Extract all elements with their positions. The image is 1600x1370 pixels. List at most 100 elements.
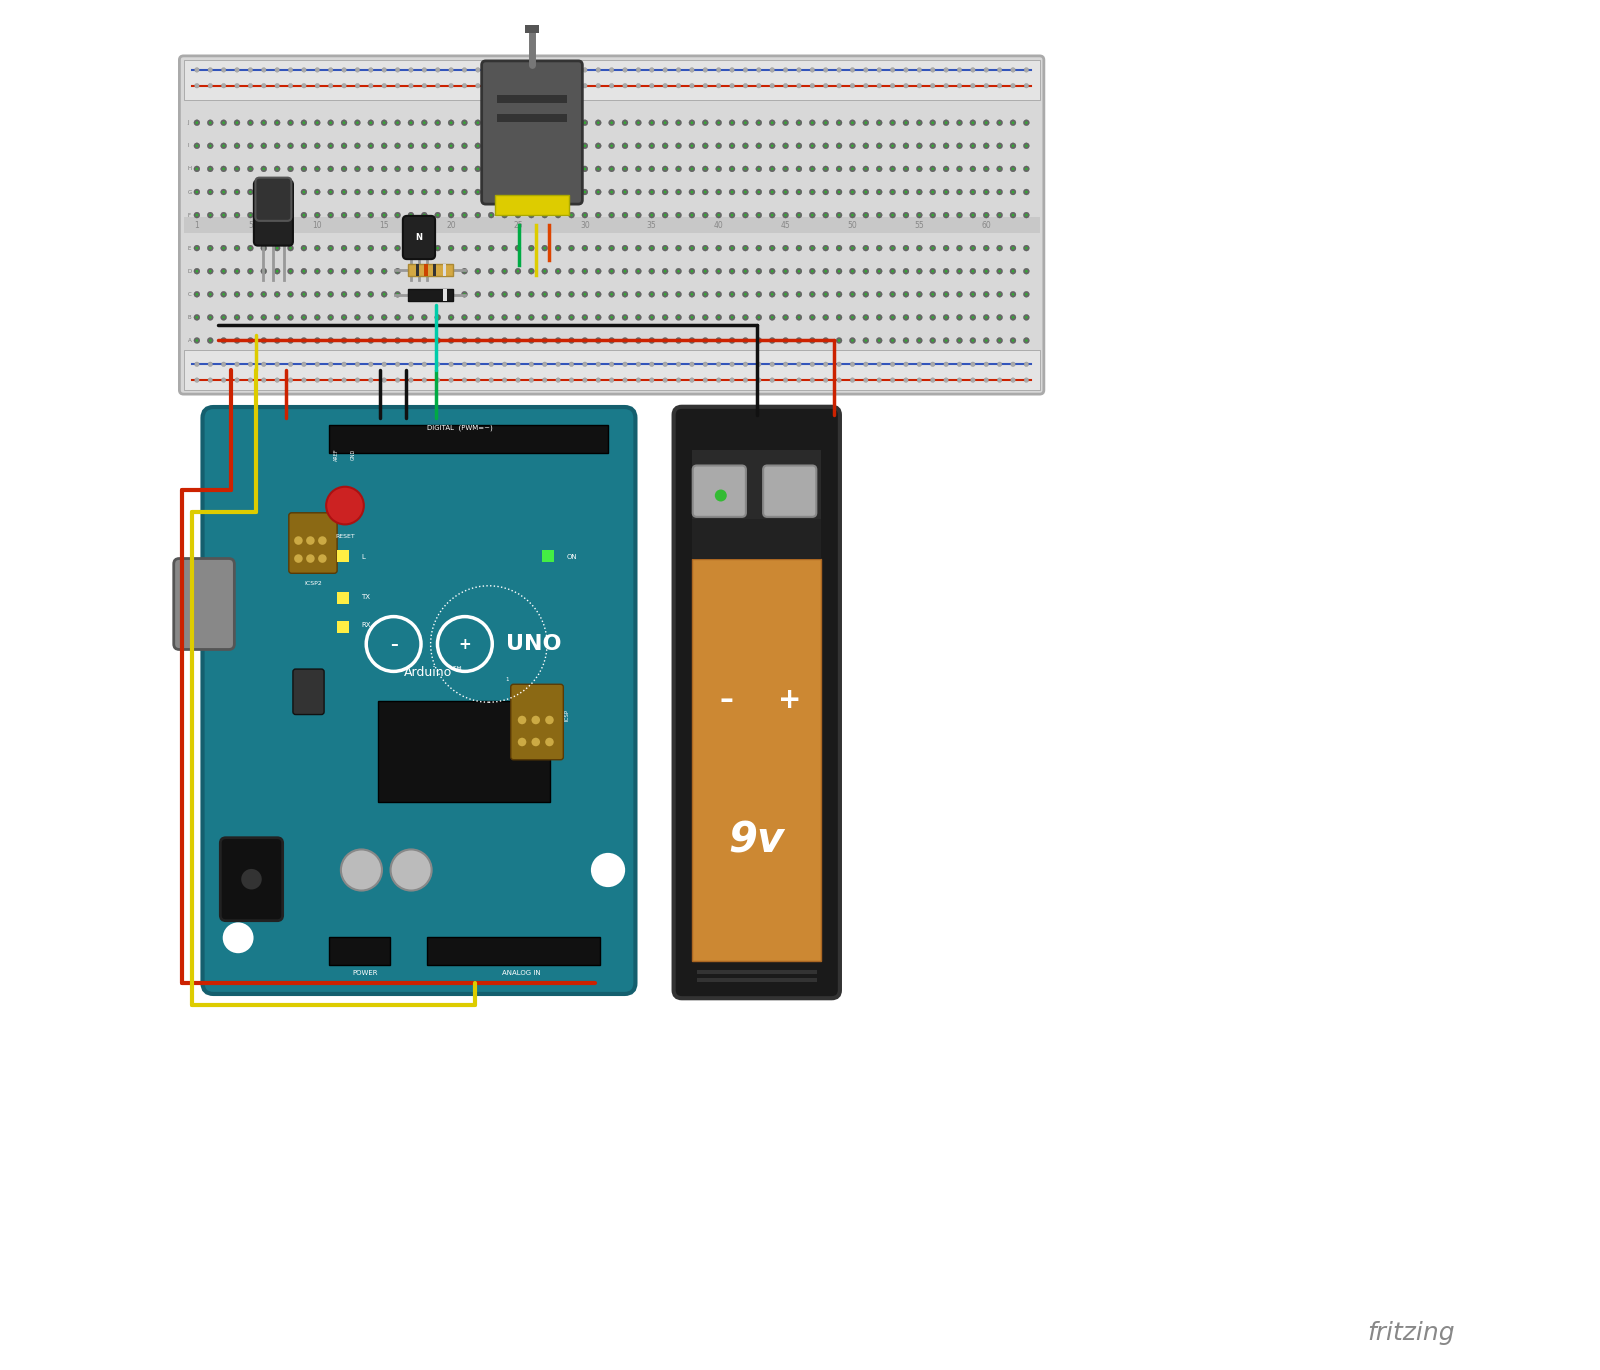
- Circle shape: [450, 214, 453, 216]
- Circle shape: [717, 214, 720, 216]
- Circle shape: [691, 293, 693, 296]
- Circle shape: [811, 293, 814, 296]
- Circle shape: [717, 316, 720, 319]
- Circle shape: [448, 362, 453, 367]
- Circle shape: [608, 142, 614, 149]
- Circle shape: [421, 166, 427, 171]
- Circle shape: [837, 67, 842, 73]
- Circle shape: [290, 144, 291, 147]
- Circle shape: [597, 214, 600, 216]
- Circle shape: [837, 337, 842, 344]
- Circle shape: [690, 378, 694, 382]
- Circle shape: [862, 142, 869, 149]
- Circle shape: [248, 189, 253, 195]
- Circle shape: [290, 214, 291, 216]
- Circle shape: [918, 144, 920, 147]
- Circle shape: [275, 144, 278, 147]
- Circle shape: [382, 214, 386, 216]
- Circle shape: [1011, 84, 1016, 88]
- Circle shape: [381, 337, 387, 344]
- Circle shape: [838, 167, 840, 170]
- Circle shape: [301, 142, 307, 149]
- Circle shape: [275, 316, 278, 319]
- Circle shape: [262, 293, 266, 296]
- Circle shape: [851, 144, 854, 147]
- Circle shape: [582, 67, 587, 73]
- Circle shape: [662, 142, 669, 149]
- Circle shape: [448, 212, 454, 218]
- Circle shape: [437, 167, 438, 170]
- Circle shape: [462, 144, 466, 147]
- Circle shape: [918, 167, 920, 170]
- Circle shape: [715, 119, 722, 126]
- Circle shape: [810, 337, 816, 344]
- Bar: [542, 551, 554, 562]
- Text: ANALOG IN: ANALOG IN: [502, 970, 541, 975]
- Circle shape: [544, 214, 546, 216]
- Bar: [498, 95, 566, 103]
- Circle shape: [958, 167, 960, 170]
- Circle shape: [250, 270, 251, 273]
- Circle shape: [261, 67, 266, 73]
- Circle shape: [782, 269, 789, 274]
- Circle shape: [702, 337, 709, 344]
- Circle shape: [878, 293, 880, 296]
- Circle shape: [528, 212, 534, 218]
- Circle shape: [798, 270, 800, 273]
- Circle shape: [397, 190, 398, 193]
- Circle shape: [542, 212, 547, 218]
- Circle shape: [624, 247, 626, 249]
- Text: A: A: [187, 338, 192, 342]
- Circle shape: [301, 269, 307, 274]
- Circle shape: [704, 340, 707, 342]
- Circle shape: [221, 337, 227, 344]
- Circle shape: [435, 212, 440, 218]
- Circle shape: [555, 292, 562, 297]
- Circle shape: [891, 340, 894, 342]
- Circle shape: [810, 245, 816, 251]
- Circle shape: [274, 269, 280, 274]
- Circle shape: [475, 84, 480, 88]
- Circle shape: [651, 190, 653, 193]
- Circle shape: [546, 715, 554, 725]
- Circle shape: [195, 270, 198, 273]
- Circle shape: [622, 315, 627, 321]
- Circle shape: [610, 190, 613, 193]
- Circle shape: [650, 378, 654, 382]
- Circle shape: [798, 167, 800, 170]
- Circle shape: [408, 245, 414, 251]
- Circle shape: [290, 122, 291, 125]
- Circle shape: [986, 144, 987, 147]
- Circle shape: [795, 315, 802, 321]
- Circle shape: [208, 84, 213, 88]
- Circle shape: [382, 167, 386, 170]
- Circle shape: [422, 270, 426, 273]
- Circle shape: [1011, 214, 1014, 216]
- Text: B: B: [187, 315, 192, 321]
- Circle shape: [957, 269, 963, 274]
- Circle shape: [370, 122, 373, 125]
- Text: 35: 35: [646, 221, 656, 230]
- Circle shape: [824, 167, 827, 170]
- Circle shape: [528, 119, 534, 126]
- Circle shape: [1011, 378, 1016, 382]
- Circle shape: [234, 166, 240, 171]
- Circle shape: [568, 212, 574, 218]
- Circle shape: [234, 315, 240, 321]
- Circle shape: [342, 190, 346, 193]
- Circle shape: [368, 315, 374, 321]
- Circle shape: [570, 378, 574, 382]
- Circle shape: [648, 142, 654, 149]
- Circle shape: [368, 292, 374, 297]
- Circle shape: [477, 144, 478, 147]
- Circle shape: [918, 340, 920, 342]
- Circle shape: [770, 84, 774, 88]
- Circle shape: [488, 166, 494, 171]
- Circle shape: [850, 166, 856, 171]
- Circle shape: [942, 315, 949, 321]
- Circle shape: [622, 67, 627, 73]
- Circle shape: [248, 212, 253, 218]
- Circle shape: [742, 378, 747, 382]
- Circle shape: [971, 293, 974, 296]
- Circle shape: [194, 245, 200, 251]
